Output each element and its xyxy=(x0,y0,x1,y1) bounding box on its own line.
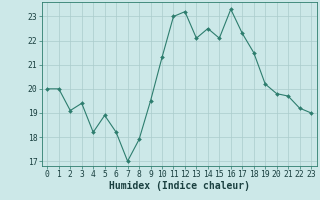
X-axis label: Humidex (Indice chaleur): Humidex (Indice chaleur) xyxy=(109,181,250,191)
